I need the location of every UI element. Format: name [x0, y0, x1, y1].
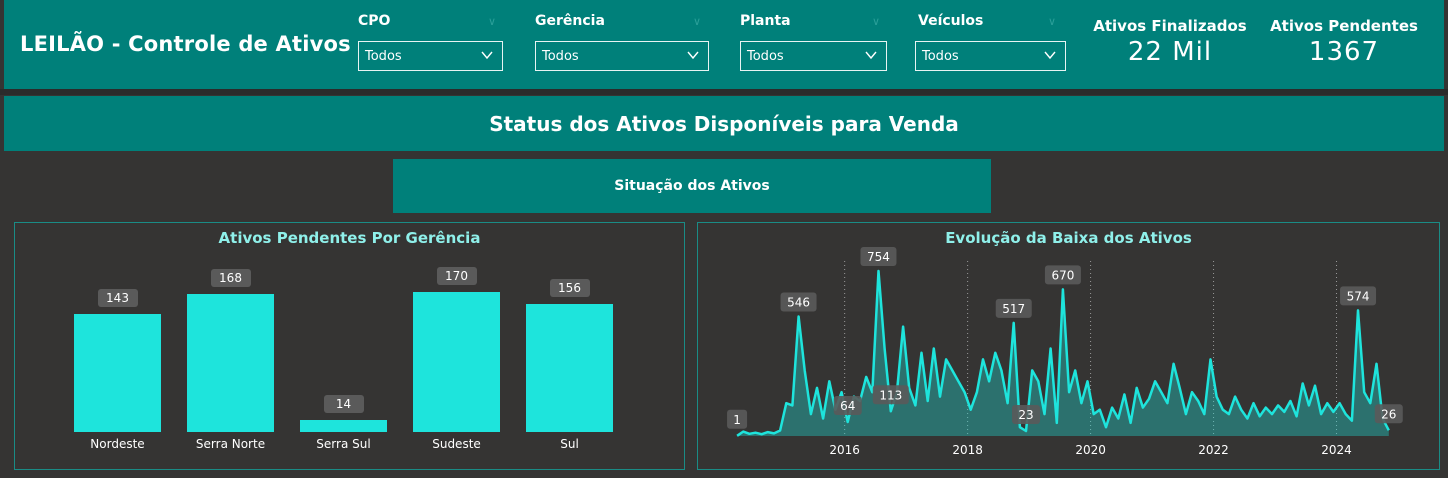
line-data-label: 64 [833, 395, 862, 415]
kpi-ativos-finalizados: Ativos Finalizados 22 Mil [1090, 17, 1250, 67]
chevron-down-icon[interactable]: ∨ [488, 15, 497, 28]
bar-data-label: 14 [323, 395, 364, 414]
dropdown-value: Todos [747, 48, 784, 64]
filter-label: CPO [358, 13, 391, 29]
x-tick-label: 2020 [1075, 443, 1106, 457]
category-label: Serra Sul [316, 437, 371, 451]
veiculos-dropdown[interactable]: Todos [915, 41, 1066, 71]
chevron-down-icon[interactable]: ∨ [872, 15, 881, 28]
dropdown-value: Todos [922, 48, 959, 64]
svg-text:546: 546 [787, 296, 810, 310]
kpi-label: Ativos Pendentes [1270, 17, 1418, 35]
category-label: Serra Norte [195, 437, 266, 451]
filter-gerencia: Gerência ∨ [535, 13, 701, 33]
x-tick-label: 2016 [829, 443, 860, 457]
filter-planta: Planta ∨ [740, 13, 880, 33]
filter-label: Gerência [535, 13, 605, 29]
svg-text:754: 754 [867, 250, 890, 264]
dropdown-value: Todos [365, 48, 402, 64]
bar-serra-sul[interactable] [300, 420, 387, 432]
chart-title: Evolução da Baixa dos Ativos [945, 229, 1192, 247]
line-data-label: 113 [872, 385, 909, 405]
kpi-label: Ativos Finalizados [1093, 17, 1247, 35]
cpo-dropdown[interactable]: Todos [358, 41, 503, 71]
section-title: Status dos Ativos Disponíveis para Venda [489, 111, 959, 136]
line-data-label: 517 [995, 298, 1032, 318]
dropdown-value: Todos [542, 48, 579, 64]
bar-data-label: 168 [210, 268, 251, 287]
line-data-label: 26 [1374, 404, 1403, 424]
situacao-label: Situação dos Ativos [614, 178, 770, 194]
filter-label: Planta [740, 13, 791, 29]
header-bar: LEILÃO - Controle de Ativos CPO ∨ Todos … [4, 0, 1444, 89]
header-divider [0, 89, 1448, 95]
chevron-down-icon[interactable]: ∨ [1048, 15, 1057, 28]
kpi-ativos-pendentes: Ativos Pendentes 1367 [1264, 17, 1424, 67]
x-tick-label: 2018 [952, 443, 983, 457]
svg-text:23: 23 [1018, 408, 1033, 422]
chart-title: Ativos Pendentes Por Gerência [218, 229, 481, 247]
category-label: Sul [560, 437, 579, 451]
line-data-label: 574 [1340, 286, 1377, 306]
line-chart-svg: 2016 2018 2020 2022 2024 1 546 64 754 113 517 23 670… [727, 247, 1403, 457]
svg-text:1: 1 [733, 413, 741, 427]
bar-sul[interactable] [526, 303, 613, 432]
line-data-label: 670 [1044, 265, 1081, 285]
svg-text:670: 670 [1051, 268, 1074, 282]
section-banner: Status dos Ativos Disponíveis para Venda [4, 96, 1444, 151]
x-tick-label: 2024 [1321, 443, 1352, 457]
chevron-down-icon [1044, 51, 1056, 60]
chevron-down-icon [865, 51, 877, 60]
line-chart-panel: Evolução da Baixa dos Ativos 2016 2018 202… [697, 222, 1440, 470]
bar-sudeste[interactable] [413, 292, 500, 432]
planta-dropdown[interactable]: Todos [740, 41, 887, 71]
bar-nordeste[interactable] [74, 314, 161, 432]
bar-data-label: 143 [97, 289, 138, 308]
line-data-label: 546 [780, 292, 817, 312]
svg-text:64: 64 [840, 399, 855, 413]
line-data-label: 754 [860, 247, 897, 266]
chevron-down-icon [481, 51, 493, 60]
category-label: Sudeste [432, 437, 481, 451]
bar-serra-norte[interactable] [187, 293, 274, 432]
line-data-label: 23 [1012, 404, 1041, 424]
bar-data-label: 170 [436, 267, 477, 285]
kpi-value: 1367 [1308, 37, 1380, 67]
bar-chart-panel: Ativos Pendentes Por Gerência 143 Nordest… [14, 222, 685, 470]
gerencia-dropdown[interactable]: Todos [535, 41, 709, 71]
chevron-down-icon[interactable]: ∨ [693, 15, 702, 28]
filter-cpo: CPO ∨ [358, 13, 496, 33]
filter-label: Veículos [918, 13, 984, 29]
svg-text:26: 26 [1381, 407, 1396, 421]
x-tick-label: 2022 [1198, 443, 1229, 457]
situacao-button[interactable]: Situação dos Ativos [393, 159, 991, 213]
filter-veiculos: Veículos ∨ [918, 13, 1056, 33]
svg-text:574: 574 [1347, 289, 1370, 303]
bar-data-label: 156 [549, 278, 590, 297]
category-label: Nordeste [90, 437, 145, 451]
svg-text:517: 517 [1002, 302, 1025, 316]
svg-text:113: 113 [879, 388, 902, 402]
line-data-label: 1 [727, 409, 748, 429]
kpi-value: 22 Mil [1127, 37, 1213, 67]
chevron-down-icon [687, 51, 699, 60]
app-title: LEILÃO - Controle de Ativos [20, 32, 351, 56]
